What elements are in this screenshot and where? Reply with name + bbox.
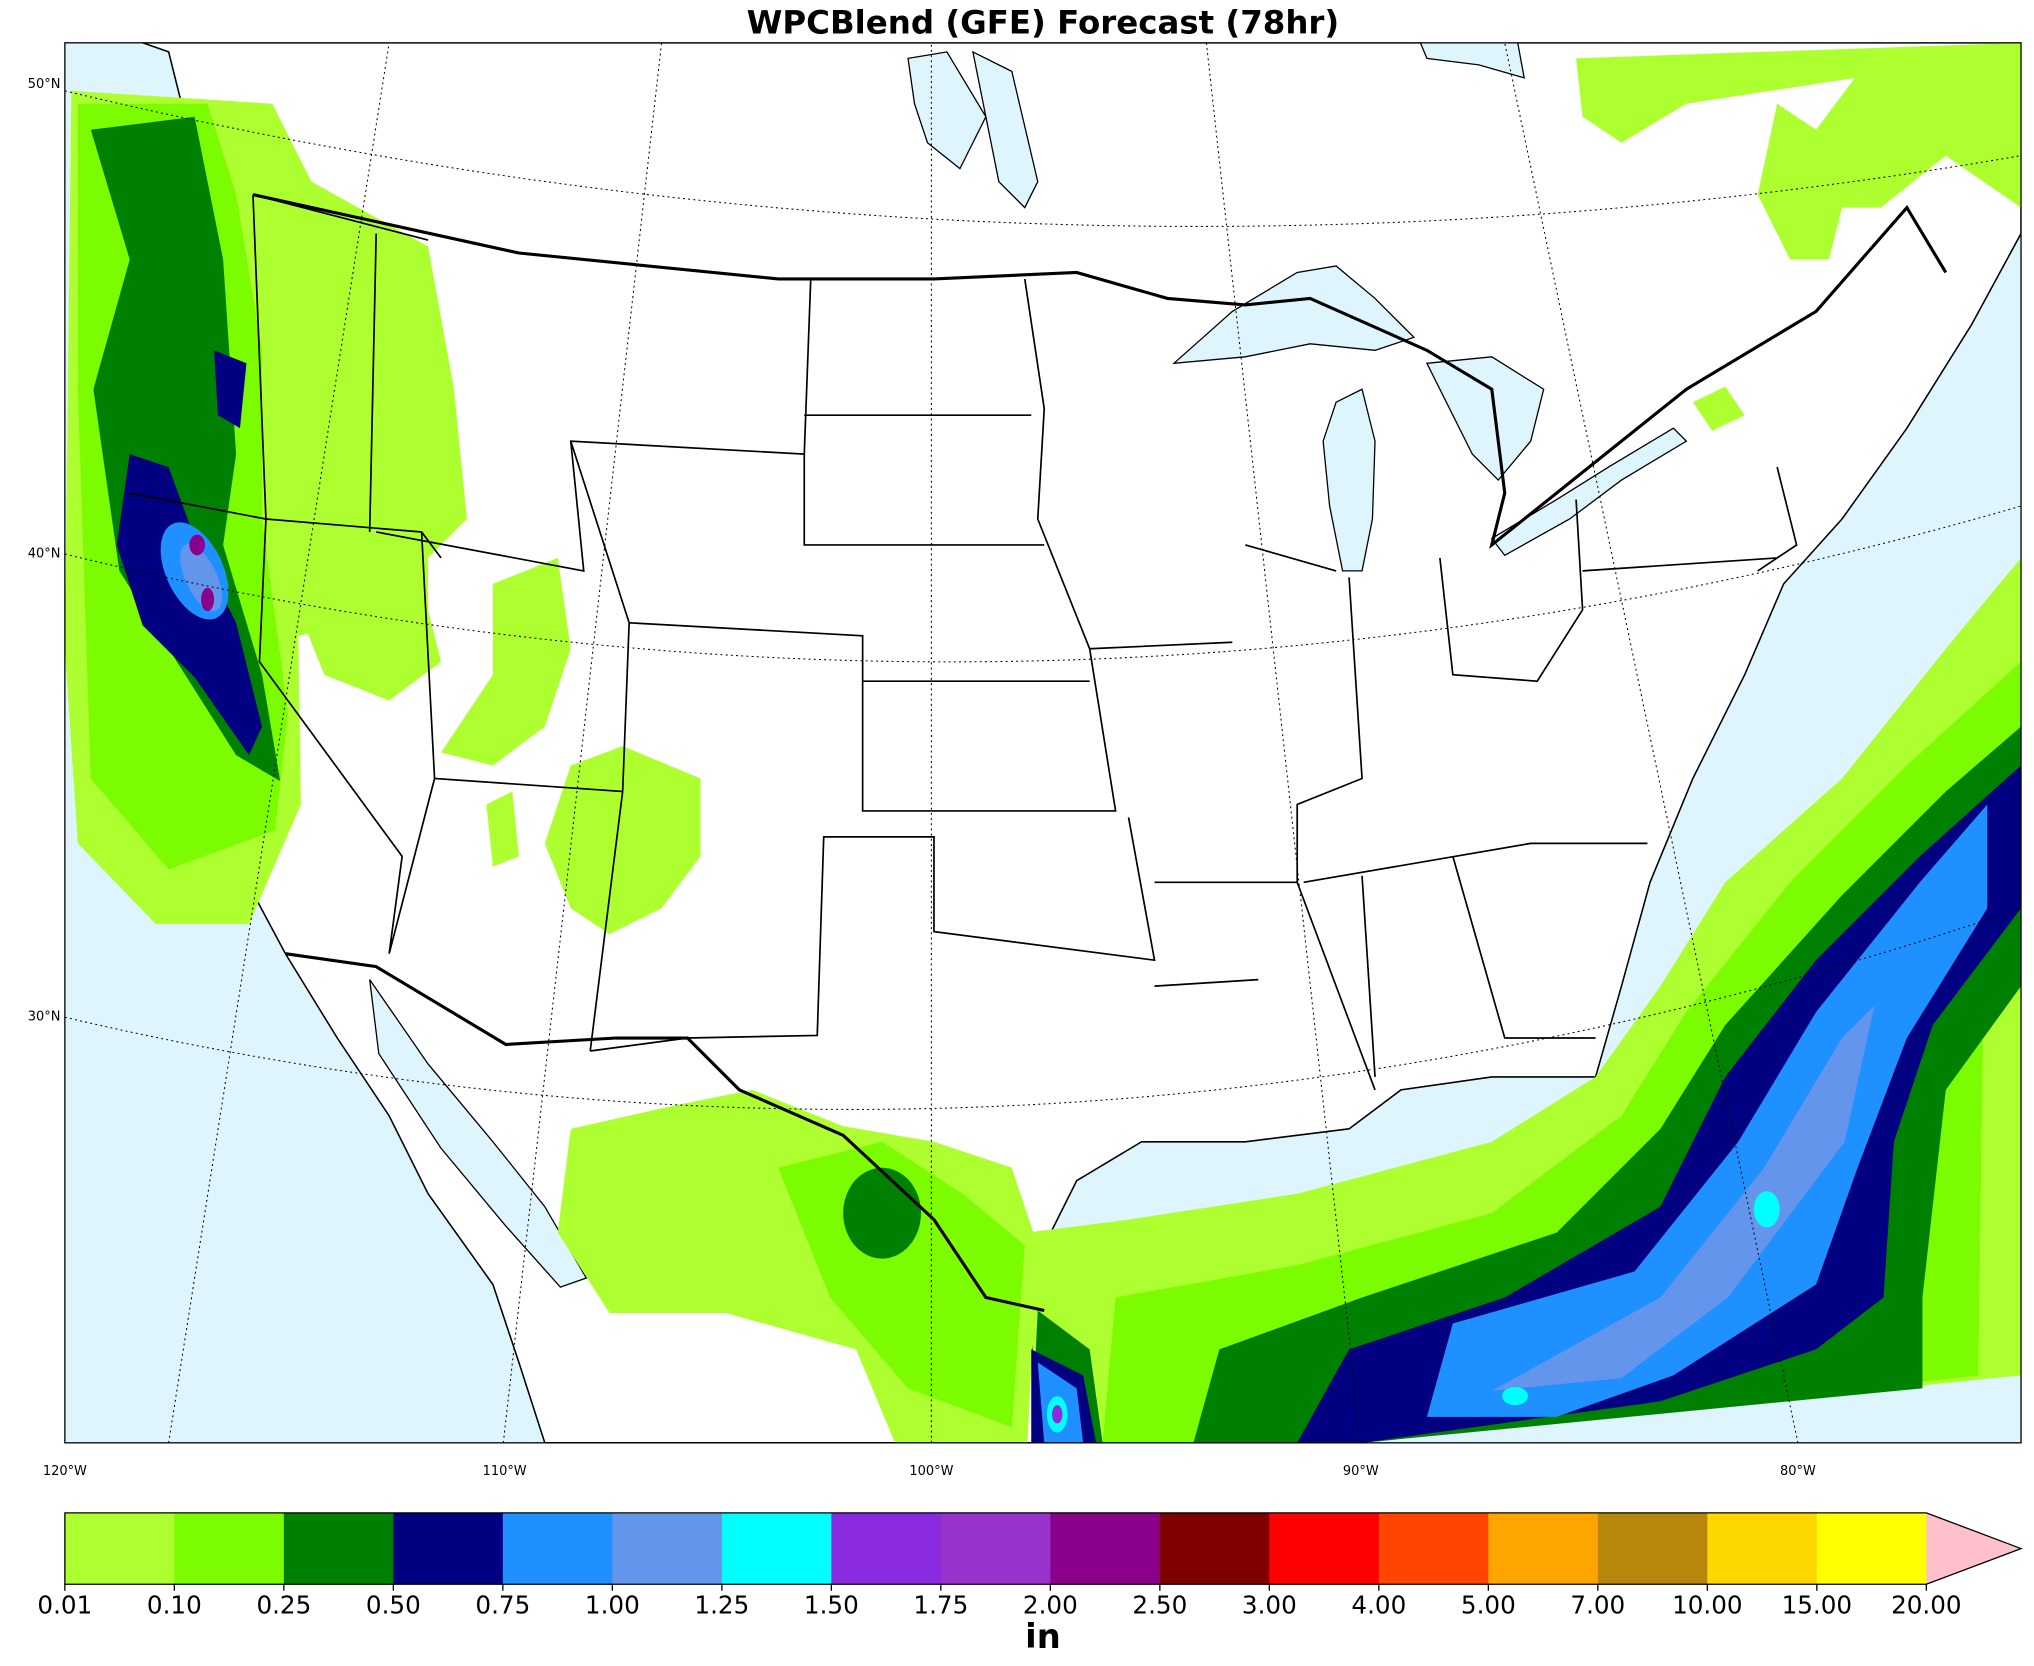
lake-huron — [1425, 356, 1545, 482]
precip-area — [843, 1167, 922, 1259]
colorbar-tick-label: 0.10 — [147, 1590, 202, 1619]
precip-area — [1502, 1387, 1529, 1406]
precip-area — [1753, 1191, 1780, 1228]
colorbar-bin — [283, 1512, 395, 1585]
latitude-label: 30°N — [28, 1010, 61, 1025]
colorbar: 0.01 0.10 0.25 0.50 0.75 1.00 1.25 1.50 1.75 2.00… — [37, 1512, 2023, 1656]
colorbar-tick-label: 2.00 — [1023, 1590, 1078, 1619]
gulf-of-california — [369, 979, 588, 1288]
map-area — [64, 42, 2022, 1443]
precip-area — [1037, 804, 1988, 1443]
colorbar-bin — [1159, 1512, 1270, 1585]
precip-area — [1052, 1405, 1063, 1424]
colorbar-tick-label: 2.50 — [1132, 1590, 1187, 1619]
colorbar-tick-label: 1.50 — [804, 1590, 859, 1619]
colorbar-bin — [1488, 1512, 1599, 1585]
colorbar-tick-label: 1.75 — [913, 1590, 968, 1619]
longitude-label: 90°W — [1343, 1464, 1379, 1479]
colorbar-bin — [1269, 1512, 1380, 1585]
precip-area — [201, 587, 215, 612]
latitude-label: 50°N — [28, 77, 61, 92]
precip-area — [1576, 42, 2022, 431]
colorbar-bin — [721, 1512, 832, 1585]
colorbar-bin — [64, 1512, 176, 1585]
colorbar-bin — [174, 1512, 285, 1585]
graticule — [64, 42, 2022, 1443]
colorbar-tick-label: 10.00 — [1672, 1590, 1742, 1619]
lake-superior — [1172, 265, 1416, 365]
colorbar-bin — [1597, 1512, 1708, 1585]
precip-area — [1491, 1005, 1875, 1391]
northern-lakes — [907, 50, 1039, 209]
precip-area — [298, 557, 701, 935]
colorbar-tick-label: 5.00 — [1461, 1590, 1516, 1619]
colorbar-tick-label: 1.00 — [585, 1590, 640, 1619]
hudson-bay — [1419, 42, 1526, 79]
colorbar-tick-label: 7.00 — [1570, 1590, 1625, 1619]
precip-area — [778, 1141, 1025, 1428]
colorbar-tick-label: 0.75 — [475, 1590, 530, 1619]
longitude-label: 110°W — [483, 1464, 527, 1479]
latitude-label: 40°N — [28, 547, 61, 562]
colorbar-extension — [1926, 1512, 2022, 1585]
colorbar-unit: in — [1025, 1617, 1061, 1656]
lake-erie-ontario — [1490, 427, 1688, 557]
colorbar-tick-label: 1.25 — [694, 1590, 749, 1619]
precip-area — [189, 534, 205, 556]
national-borders — [252, 193, 1948, 1313]
graticule-labels: 50°N 40°N 30°N 120°W 110°W 100°W 90°W 80°W — [28, 77, 1816, 1479]
colorbar-tick-label: 0.25 — [256, 1590, 311, 1619]
colorbar-bin — [831, 1512, 942, 1585]
precip-area — [90, 116, 281, 782]
longitude-label: 100°W — [909, 1464, 953, 1479]
colorbar-tick-label: 3.00 — [1242, 1590, 1297, 1619]
colorbar-bin — [1050, 1512, 1161, 1585]
colorbar-bin — [1378, 1512, 1489, 1585]
lake-michigan — [1322, 388, 1376, 572]
colorbar-bin — [393, 1512, 504, 1585]
colorbar-tick-label: 4.00 — [1351, 1590, 1406, 1619]
colorbar-bin — [1816, 1512, 1927, 1585]
map-title: WPCBlend (GFE) Forecast (78hr) — [747, 4, 1340, 42]
map-frame — [64, 42, 2022, 1444]
colorbar-tick-label: 0.01 — [37, 1590, 92, 1619]
colorbar-tick-label: 15.00 — [1782, 1590, 1852, 1619]
colorbar-outline — [64, 1512, 2023, 1585]
longitude-label: 120°W — [43, 1464, 87, 1479]
longitude-label: 80°W — [1780, 1464, 1816, 1479]
colorbar-bin — [1707, 1512, 1818, 1585]
colorbar-bin — [940, 1512, 1051, 1585]
colorbar-tick-label: 0.50 — [366, 1590, 421, 1619]
colorbar-tick-label: 20.00 — [1891, 1590, 1961, 1619]
colorbar-bin — [612, 1512, 723, 1585]
colorbar-bin — [502, 1512, 614, 1585]
state-borders — [129, 193, 1798, 1091]
